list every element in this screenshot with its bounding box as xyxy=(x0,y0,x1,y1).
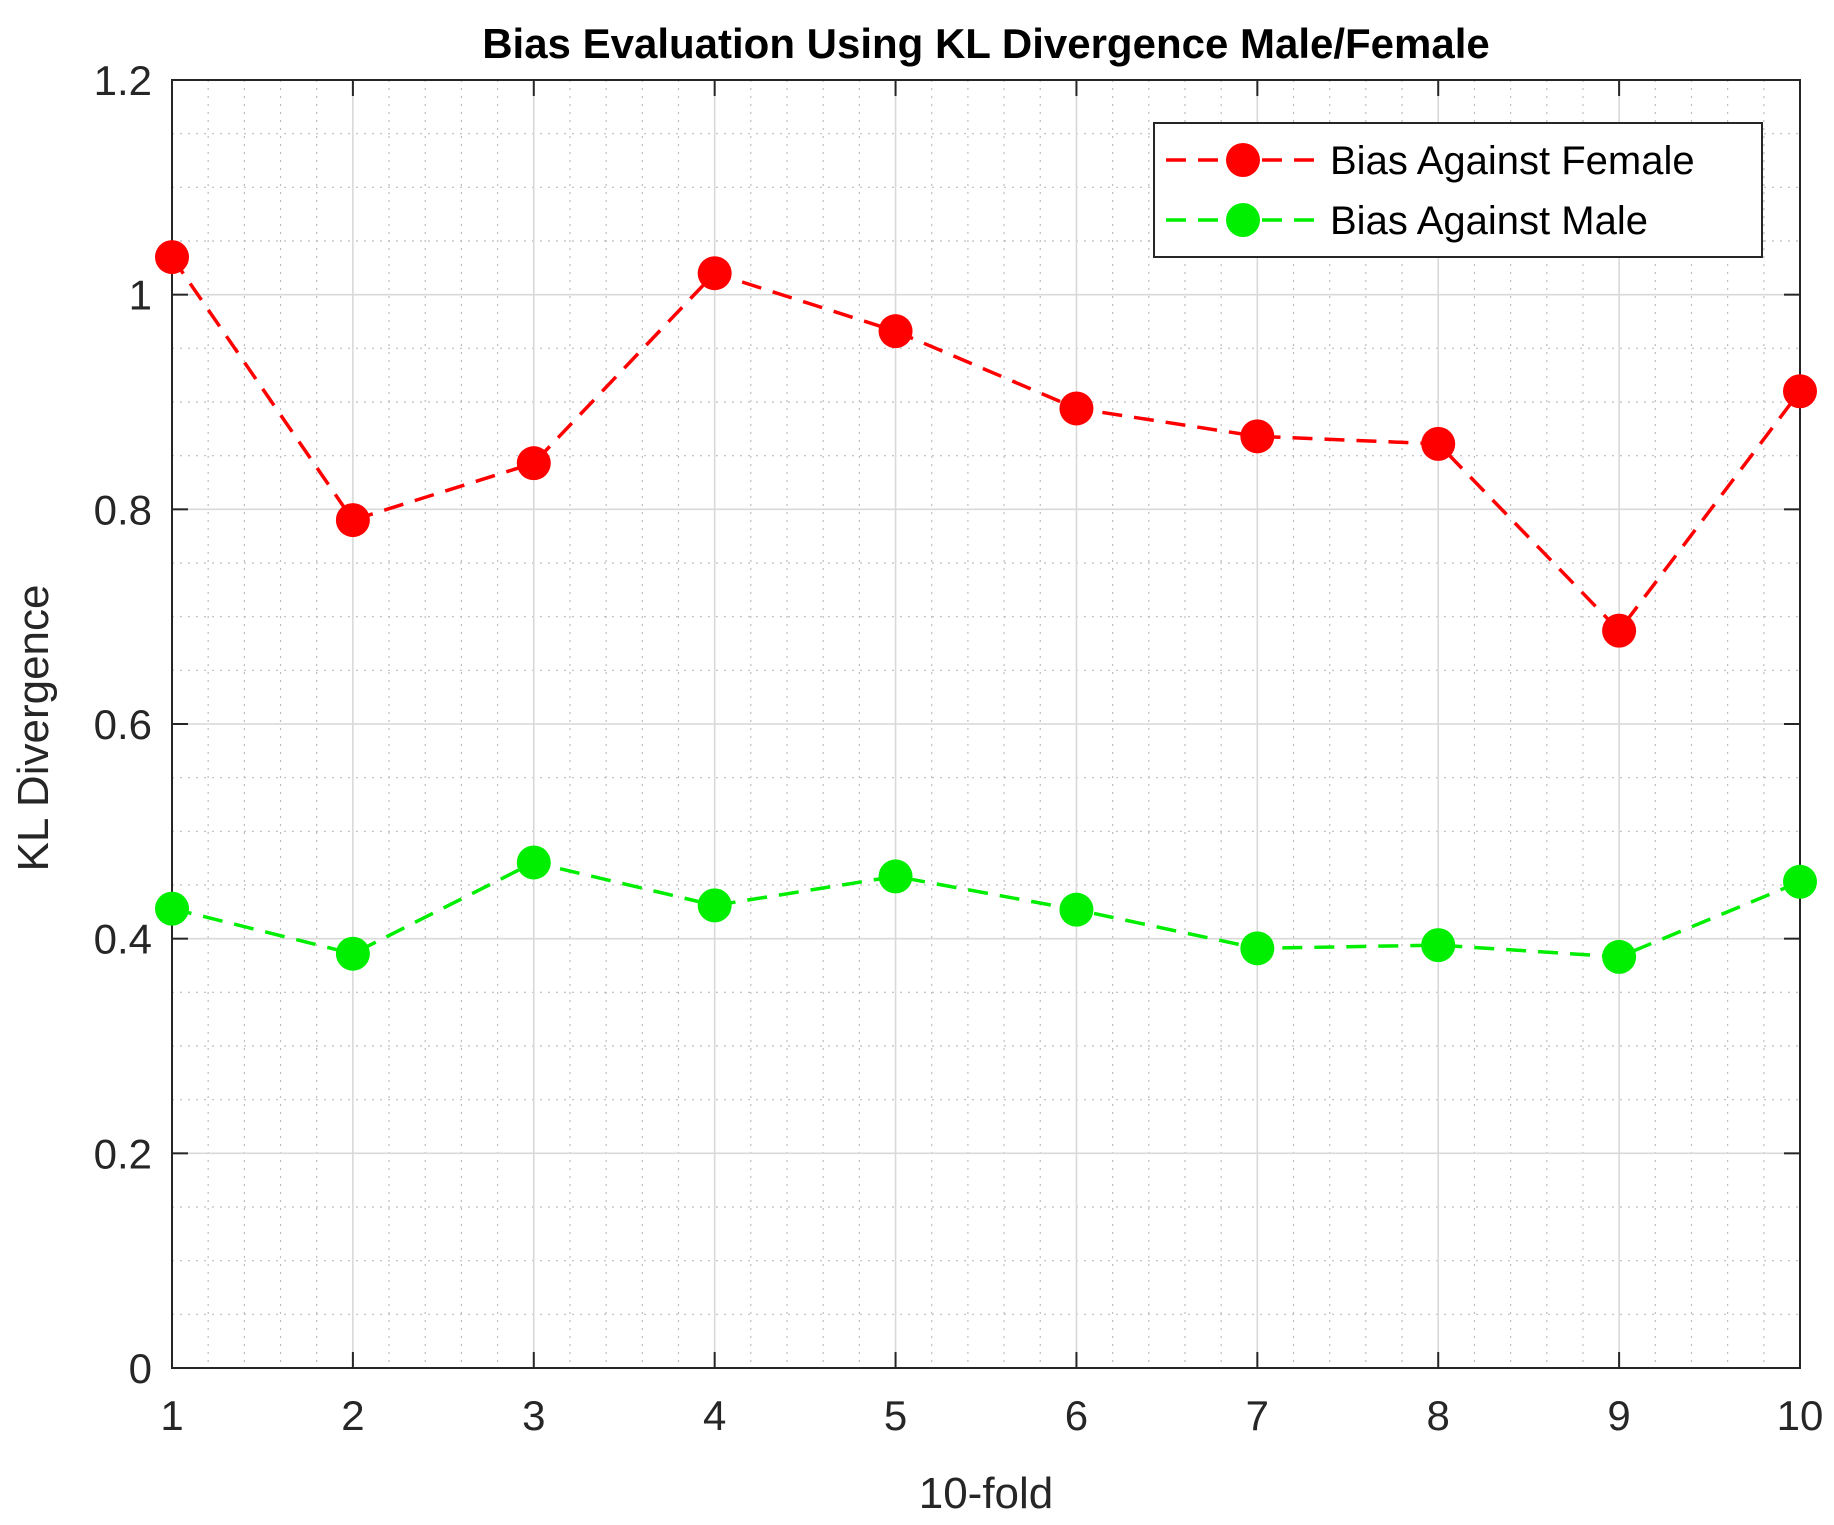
y-tick-label: 1 xyxy=(129,272,152,319)
data-point xyxy=(1602,613,1637,648)
y-tick-label: 0 xyxy=(129,1345,152,1392)
y-tick-label: 1.2 xyxy=(94,57,152,104)
data-point xyxy=(155,240,189,275)
y-tick-label: 0.6 xyxy=(94,701,152,748)
series-layer xyxy=(155,240,1817,974)
legend-box xyxy=(1153,122,1763,258)
y-tick-label: 0.4 xyxy=(94,916,152,963)
x-tick-label: 10 xyxy=(1777,1392,1824,1439)
series-bias-against-female xyxy=(155,240,1817,648)
data-point xyxy=(335,503,370,538)
data-point xyxy=(1602,939,1637,974)
data-point xyxy=(1059,391,1094,426)
x-axis-label: 10-fold xyxy=(919,1469,1054,1518)
data-point xyxy=(155,891,189,926)
data-point xyxy=(516,845,551,880)
data-point xyxy=(1240,419,1275,454)
series-line xyxy=(171,860,1801,959)
data-point xyxy=(1059,892,1094,927)
axis-ticks xyxy=(171,79,1801,1369)
x-tick-label: 1 xyxy=(160,1392,183,1439)
legend-marker xyxy=(1226,203,1260,237)
data-point xyxy=(1421,928,1456,963)
data-point xyxy=(697,256,732,291)
y-tick-label: 0.8 xyxy=(94,486,152,533)
data-point xyxy=(878,859,913,894)
x-tick-label: 3 xyxy=(522,1392,545,1439)
legend-entry: Bias Against Male xyxy=(1166,199,1648,243)
series-line xyxy=(170,256,1802,634)
legend-entry: Bias Against Female xyxy=(1166,139,1695,183)
y-tick-label: 0.2 xyxy=(94,1130,152,1177)
data-point xyxy=(1783,374,1817,409)
data-point xyxy=(335,936,370,971)
data-point xyxy=(1240,931,1275,966)
chart-title: Bias Evaluation Using KL Divergence Male… xyxy=(482,20,1490,67)
x-tick-labels: 1 2 3 4 5 6 7 8 9 10 xyxy=(160,1392,1823,1439)
x-tick-label: 5 xyxy=(884,1392,907,1439)
x-tick-label: 2 xyxy=(341,1392,364,1439)
y-axis-label: KL Divergence xyxy=(9,585,58,872)
x-tick-label: 4 xyxy=(703,1392,726,1439)
x-tick-label: 7 xyxy=(1246,1392,1269,1439)
x-tick-label: 8 xyxy=(1427,1392,1450,1439)
series-bias-against-male xyxy=(155,845,1817,974)
data-point xyxy=(1783,864,1817,899)
x-tick-label: 6 xyxy=(1065,1392,1088,1439)
data-point xyxy=(516,446,551,481)
legend: Bias Against Female Bias Against Male xyxy=(1153,122,1763,258)
x-tick-label: 9 xyxy=(1607,1392,1630,1439)
data-point xyxy=(1421,426,1456,461)
legend-label: Bias Against Male xyxy=(1330,199,1648,243)
data-point xyxy=(878,314,913,349)
legend-marker xyxy=(1226,143,1260,177)
y-tick-labels: 0 0.2 0.4 0.6 0.8 1 1.2 xyxy=(94,57,152,1392)
legend-label: Bias Against Female xyxy=(1330,139,1695,183)
data-point xyxy=(697,888,732,923)
